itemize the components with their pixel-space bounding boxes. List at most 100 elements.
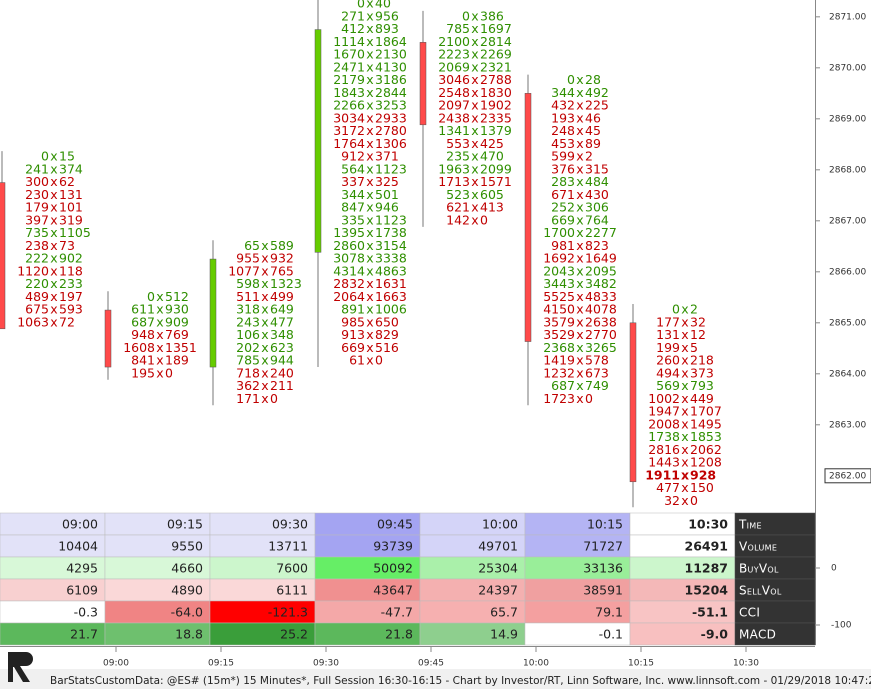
separator: x	[681, 391, 688, 406]
ask-volume: 1864	[375, 34, 407, 49]
bid-volume: 3078	[333, 251, 365, 266]
bid-volume: 177	[656, 314, 680, 329]
logo	[8, 652, 33, 682]
ask-volume: 470	[480, 149, 504, 164]
bid-volume: 948	[131, 327, 155, 342]
ask-volume: 501	[375, 187, 399, 202]
bid-volume: 675	[25, 302, 49, 317]
bid-volume: 432	[551, 98, 575, 113]
bid-volume: 841	[131, 353, 155, 368]
ask-volume: 765	[270, 263, 294, 278]
bid-volume: 671	[551, 187, 575, 202]
ask-volume: 0	[375, 353, 383, 368]
ask-volume: 650	[375, 314, 399, 329]
bid-volume: 61	[349, 353, 365, 368]
price-label: 2869.00	[829, 114, 866, 124]
ask-volume: 3338	[375, 251, 407, 266]
separator: x	[261, 327, 268, 342]
ask-volume: 2130	[375, 47, 407, 62]
separator: x	[471, 136, 478, 151]
bid-volume: 106	[236, 327, 260, 342]
ask-volume: 4078	[585, 302, 617, 317]
bid-volume: 2100	[438, 34, 470, 49]
ask-volume: 373	[690, 365, 714, 380]
row-label: BuyVol	[739, 562, 779, 576]
bid-volume: 2860	[333, 238, 365, 253]
ask-volume: 15	[59, 149, 75, 164]
table-value: 33136	[583, 561, 623, 576]
bid-volume: 1738	[648, 429, 680, 444]
separator: x	[156, 353, 163, 368]
bid-volume: 1395	[333, 225, 365, 240]
bid-volume: 3529	[543, 327, 575, 342]
table-value: -0.3	[74, 605, 98, 620]
bid-volume: 335	[341, 212, 365, 227]
separator: x	[576, 391, 583, 406]
ask-volume: 749	[585, 378, 609, 393]
separator: x	[681, 429, 688, 444]
separator: x	[576, 161, 583, 176]
separator: x	[50, 149, 57, 164]
separator: x	[681, 467, 689, 482]
bid-volume: 2832	[333, 276, 365, 291]
ask-volume: 589	[270, 238, 294, 253]
separator: x	[471, 98, 478, 113]
separator: x	[576, 251, 583, 266]
row-label: Volume	[739, 540, 777, 554]
separator: x	[576, 365, 583, 380]
ask-volume: 73	[59, 238, 75, 253]
table-value: 7600	[276, 561, 308, 576]
bid-volume: 0	[147, 289, 155, 304]
ask-volume: 3482	[585, 276, 617, 291]
ask-volume: 823	[585, 238, 609, 253]
bid-volume: 2179	[333, 72, 365, 87]
bid-volume: 397	[25, 212, 49, 227]
ask-volume: 233	[59, 276, 83, 291]
bid-volume: 344	[551, 85, 575, 100]
bid-volume: 0	[567, 72, 575, 87]
ask-volume: 928	[690, 467, 716, 482]
ask-volume: 449	[690, 391, 714, 406]
bid-volume: 1120	[17, 263, 49, 278]
bid-volume: 2097	[438, 98, 470, 113]
time-label: 09:15	[208, 659, 234, 669]
ask-volume: 946	[375, 200, 399, 215]
last-price-label: 2862.00	[829, 471, 866, 481]
bid-volume: 1002	[648, 391, 680, 406]
ask-volume: 2814	[480, 34, 512, 49]
ask-volume: 315	[585, 161, 609, 176]
bid-volume: 847	[341, 200, 365, 215]
table-value: 71727	[583, 539, 623, 554]
separator: x	[366, 161, 373, 176]
ask-volume: 1571	[480, 174, 512, 189]
table-value: 79.1	[595, 605, 623, 620]
bid-volume: 1670	[333, 47, 365, 62]
separator: x	[261, 314, 268, 329]
ask-volume: 218	[690, 353, 714, 368]
separator: x	[681, 493, 688, 508]
ask-volume: 2844	[375, 85, 407, 100]
ask-volume: 1902	[480, 98, 512, 113]
bid-volume: 3172	[333, 123, 365, 138]
bid-volume: 1419	[543, 353, 575, 368]
bid-volume: 599	[551, 149, 575, 164]
separator: x	[366, 8, 373, 23]
bid-volume: 271	[341, 8, 365, 23]
ask-volume: 371	[375, 149, 399, 164]
ask-volume: 1649	[585, 251, 617, 266]
ask-volume: 46	[585, 110, 601, 125]
row-label: CCI	[739, 606, 760, 620]
separator: x	[576, 302, 583, 317]
ask-volume: 0	[165, 365, 173, 380]
candle-body	[524, 93, 532, 342]
row-label: SellVol	[739, 584, 782, 598]
separator: x	[366, 225, 373, 240]
separator: x	[366, 212, 373, 227]
separator: x	[261, 340, 268, 355]
table-value: 14.9	[490, 627, 518, 642]
separator: x	[156, 314, 163, 329]
bid-volume: 1443	[648, 455, 680, 470]
separator: x	[471, 174, 478, 189]
ask-volume: 769	[165, 327, 189, 342]
bid-volume: 2266	[333, 98, 365, 113]
